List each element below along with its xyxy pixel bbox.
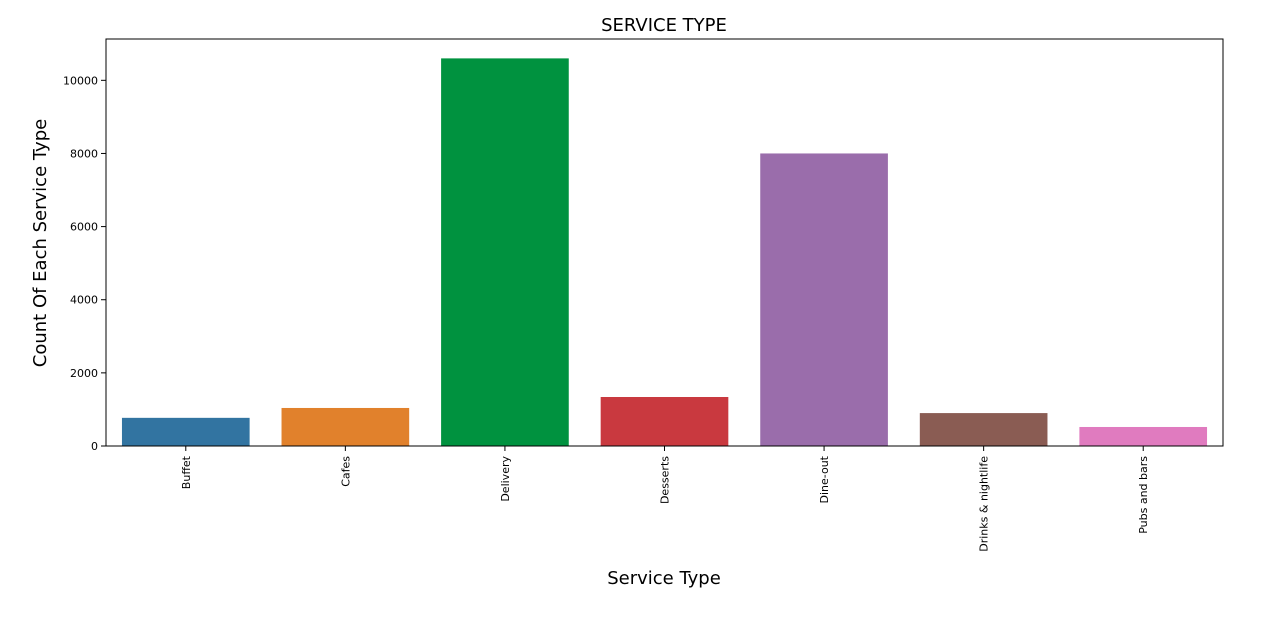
- bar-delivery: [441, 58, 569, 446]
- bar-desserts: [600, 396, 729, 446]
- bar-drinks-nightlife: [919, 413, 1048, 446]
- y-tick-label: 10000: [63, 74, 98, 87]
- x-axis: Buffet Cafes Delivery Desserts Dine-out Drink…: [180, 446, 1150, 552]
- bar-cafes: [281, 407, 410, 446]
- y-tick-label: 8000: [70, 147, 98, 160]
- x-tick-label: Drinks & nightlife: [978, 456, 991, 552]
- bar-buffet: [121, 417, 250, 446]
- bar-pubs-and-bars: [1079, 426, 1208, 446]
- y-tick-label: 2000: [70, 367, 98, 380]
- x-tick-label: Buffet: [180, 455, 193, 489]
- y-axis: 0 2000 4000 6000 8000 10000: [63, 74, 106, 453]
- plot-frame: [105, 38, 1224, 447]
- x-tick-label: Cafes: [339, 456, 352, 487]
- x-axis-label: Service Type: [607, 568, 721, 589]
- y-tick-label: 0: [91, 440, 98, 453]
- bars-group: [121, 58, 1208, 446]
- x-tick-label: Pubs and bars: [1137, 456, 1150, 534]
- y-tick-label: 4000: [70, 294, 98, 307]
- chart-title: SERVICE TYPE: [601, 15, 727, 36]
- y-axis-label: Count Of Each Service Type: [30, 119, 51, 367]
- y-tick-label: 6000: [70, 221, 98, 234]
- x-tick-label: Desserts: [659, 456, 672, 504]
- bar-dine-out: [760, 153, 888, 446]
- x-tick-label: Delivery: [499, 456, 512, 502]
- x-tick-label: Dine-out: [818, 455, 831, 503]
